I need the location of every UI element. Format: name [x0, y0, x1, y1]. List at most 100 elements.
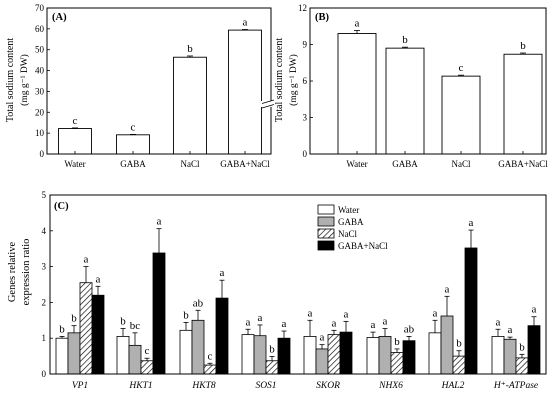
panel-a-chart: (A) Total sodium content (mg g⁻¹ DW) 0 10… — [5, 3, 275, 169]
panel-c-bar — [116, 336, 130, 375]
panel-c-bar — [327, 334, 341, 375]
legend-label: Water — [338, 205, 359, 215]
panel-c-significance-letter: a — [258, 312, 263, 324]
panel-b-category-label: GABA — [392, 159, 418, 169]
panel-a-bar — [228, 29, 262, 155]
panel-c-bar — [440, 315, 454, 375]
panel-c-ytick-label: 4 — [42, 226, 47, 236]
panel-b-ytick-label: 3 — [303, 113, 308, 123]
panel-c-bar — [179, 329, 193, 375]
legend-label: GABA+NaCl — [338, 241, 388, 251]
panel-a-frame — [46, 7, 272, 155]
panel-b-ytick-label: 9 — [303, 40, 308, 50]
panel-c-ytick-label: 5 — [42, 190, 47, 200]
panel-c-bar — [191, 319, 205, 375]
panel-c-ytick-label: 1 — [42, 333, 47, 343]
panel-c-bar — [402, 340, 416, 375]
panel-b-frame — [309, 7, 547, 155]
panel-c-significance-letter: b — [269, 343, 275, 355]
panel-a-bar — [58, 128, 92, 155]
panel-b-category-label: GABA+NaCl — [498, 159, 548, 169]
panel-c-bar — [253, 335, 267, 375]
panel-c-bar — [378, 336, 392, 375]
panel-c-bar — [390, 352, 404, 375]
panel-a-ytick-label: 60 — [35, 24, 45, 34]
panel-c-bar — [452, 355, 466, 375]
panel-c-bar — [265, 360, 279, 375]
panel-c-bar — [55, 337, 69, 375]
panel-a-significance-letter: c — [73, 115, 78, 127]
panel-a-axis-break — [261, 99, 275, 109]
panel-a-category-label: GABA — [120, 159, 146, 169]
panel-a-category-label: Water — [64, 159, 85, 169]
panel-c-significance-letter: b — [120, 316, 126, 328]
panel-c-significance-letter: a — [496, 316, 501, 328]
panel-c-bar — [241, 334, 255, 375]
panel-c-ylabel-line1: Genes relative — [7, 241, 18, 302]
panel-c-significance-letter: a — [84, 254, 89, 266]
panel-a-ytick-label: 20 — [35, 107, 45, 117]
panel-c-significance-letter: a — [96, 273, 101, 285]
panel-b-ytick-label: 0 — [303, 149, 308, 159]
panel-c-significance-letter: a — [157, 216, 162, 228]
panel-a-ylabel-line2: (mg g⁻¹ DW) — [19, 54, 30, 106]
panel-c-ytick-label: 3 — [42, 262, 47, 272]
panel-b-category-label: Water — [346, 159, 367, 169]
panel-c-bar — [464, 247, 478, 375]
panel-a-bar — [173, 56, 207, 155]
panel-b-significance-letter: b — [402, 34, 408, 46]
panel-c-significance-letter: a — [332, 317, 337, 329]
panel-b-bar — [385, 47, 425, 155]
panel-a-ytick-label: 40 — [35, 66, 45, 76]
panel-c-gene-label: HKT1 — [128, 381, 152, 391]
panel-c-ytick-label: 2 — [42, 297, 47, 307]
panel-c-bar — [128, 344, 142, 375]
panel-c-significance-letter: b — [59, 323, 65, 335]
panel-b-ylabel-line1: Total sodium content — [274, 38, 285, 123]
panel-c-significance-letter: a — [308, 307, 313, 319]
panel-c-bar — [203, 364, 217, 375]
panel-c-ytick-label: 0 — [42, 369, 47, 379]
panel-b-significance-letter: b — [520, 40, 526, 52]
panel-c-bar — [67, 332, 81, 375]
panel-c-gene-label: SKOR — [316, 381, 340, 391]
panel-b-bar — [337, 33, 377, 155]
panel-c-significance-letter: c — [208, 350, 213, 362]
panel-c-significance-letter: a — [344, 308, 349, 320]
panel-c-bar — [152, 252, 166, 375]
legend-swatch — [317, 240, 335, 251]
panel-a-ytick-label: 10 — [35, 128, 45, 138]
panel-c-legend: Water GABA NaCl GABA+NaCl — [317, 204, 388, 251]
panel-b-chart: (B) Total sodium content (mg g⁻¹ DW) 0 3 6… — [274, 3, 548, 169]
panel-a-category-label: NaCl — [181, 159, 200, 169]
panel-c-significance-letter: a — [508, 324, 513, 336]
panel-a-significance-letter: b — [187, 43, 193, 55]
panel-c-bar — [277, 337, 291, 375]
panel-c-significance-letter: a — [282, 318, 287, 330]
panel-a-ytick-label: 30 — [35, 86, 45, 96]
panel-c-significance-letter: a — [220, 267, 225, 279]
panel-b-significance-letter: c — [459, 62, 464, 74]
panel-c-significance-letter: b — [71, 313, 77, 325]
panel-a-ylabel-line1: Total sodium content — [5, 38, 16, 123]
panel-a-ytick-label: 0 — [40, 149, 45, 159]
panel-c-bar — [503, 338, 517, 375]
panel-c-bar — [339, 331, 353, 375]
panel-c-significance-letter: ab — [404, 323, 415, 335]
panel-c-bar — [315, 348, 329, 375]
panel-a-label: (A) — [52, 12, 67, 23]
panel-a-category-label: GABA+NaCl — [220, 159, 270, 169]
panel-c-frame — [49, 194, 547, 375]
panel-b-significance-letter: a — [355, 18, 360, 30]
panel-c-significance-letter: a — [371, 319, 376, 331]
panel-a-ytick-label: 70 — [35, 3, 45, 13]
panel-c-significance-letter: b — [519, 341, 525, 353]
legend-label: NaCl — [338, 229, 357, 239]
panel-c-significance-letter: a — [445, 283, 450, 295]
panel-c-significance-letter: a — [532, 304, 537, 316]
panel-c-bar — [303, 336, 317, 375]
panel-c-bar — [366, 337, 380, 375]
panel-c-ylabel-line2: expression ratio — [21, 239, 32, 306]
panel-c-significance-letter: a — [433, 307, 438, 319]
